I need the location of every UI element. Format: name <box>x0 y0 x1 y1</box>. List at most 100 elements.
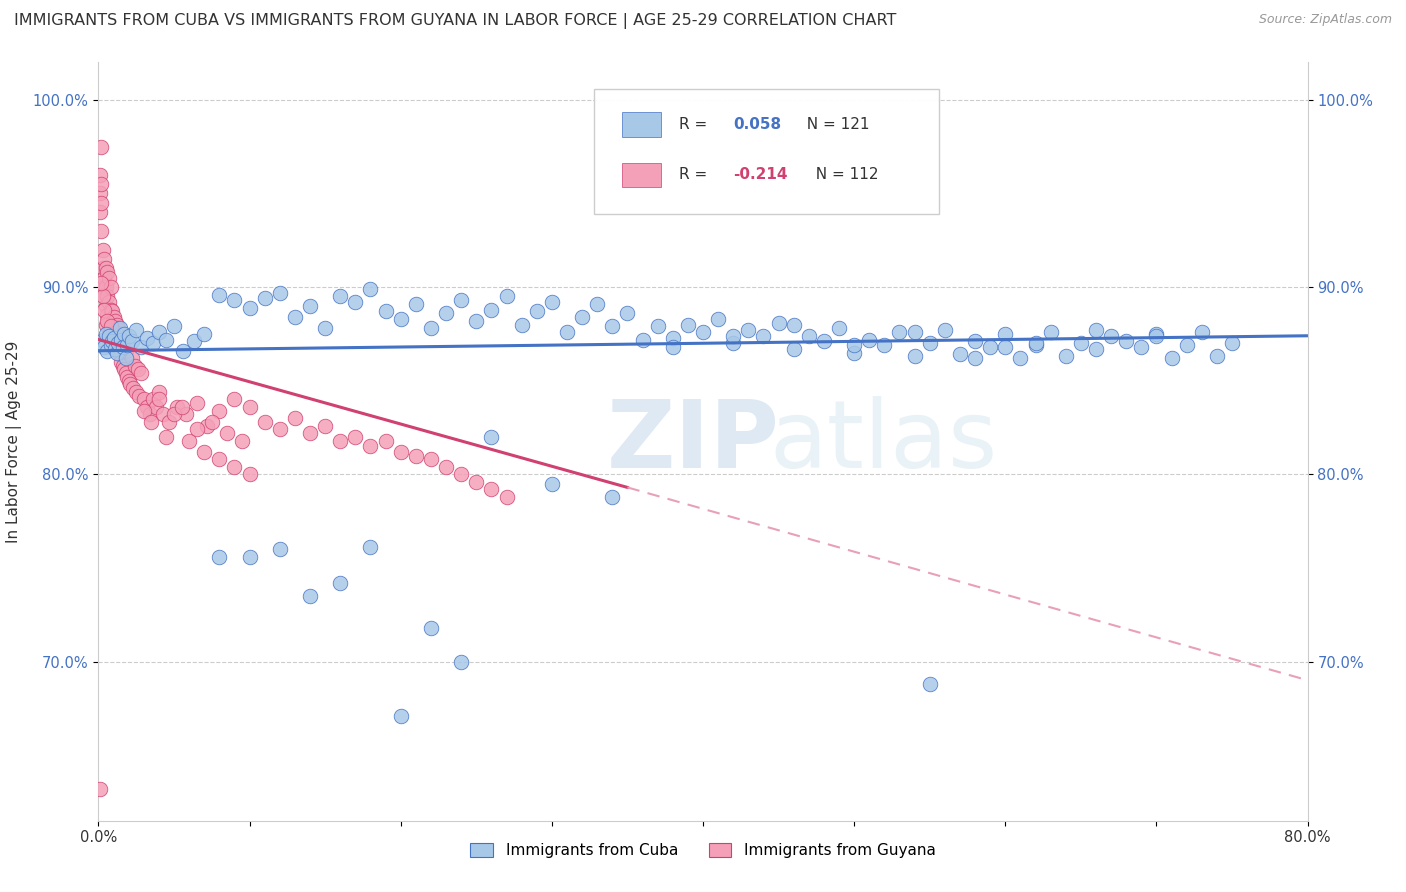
Point <box>98 318 121 332</box>
Point <box>195 418 218 433</box>
Point <box>208 549 231 564</box>
Point <box>224 392 246 407</box>
Point <box>96 265 118 279</box>
Point <box>965 351 987 366</box>
Point <box>98 270 121 285</box>
Point <box>125 323 148 337</box>
Point <box>374 434 396 448</box>
Point <box>98 295 121 310</box>
Point <box>389 312 412 326</box>
Point <box>155 430 177 444</box>
Point <box>314 418 336 433</box>
Point <box>420 452 443 467</box>
Text: -0.214: -0.214 <box>734 167 787 182</box>
Point <box>752 328 775 343</box>
Point <box>1024 338 1046 352</box>
Point <box>90 336 112 351</box>
Point <box>90 139 112 153</box>
Point <box>965 334 987 349</box>
Point <box>723 336 745 351</box>
Point <box>112 340 135 354</box>
Point <box>121 334 143 349</box>
Point <box>994 326 1017 341</box>
Point <box>299 426 322 441</box>
Point <box>844 345 866 359</box>
Point <box>768 316 790 330</box>
Point <box>465 314 488 328</box>
Point <box>844 338 866 352</box>
FancyBboxPatch shape <box>621 112 661 136</box>
Point <box>434 459 457 474</box>
Point <box>89 168 111 182</box>
Point <box>114 351 136 366</box>
Point <box>602 319 624 334</box>
Point <box>1160 351 1182 366</box>
Text: N = 121: N = 121 <box>797 117 870 132</box>
Point <box>100 338 122 352</box>
Point <box>360 541 382 555</box>
Point <box>344 430 367 444</box>
Point <box>108 347 131 361</box>
Point <box>949 347 972 361</box>
Point <box>98 328 121 343</box>
Point <box>114 343 136 358</box>
Point <box>420 621 443 635</box>
Point <box>141 415 163 429</box>
Point <box>183 334 205 349</box>
Point <box>152 408 174 422</box>
Point <box>224 293 246 308</box>
Point <box>172 343 194 358</box>
Point <box>979 340 1001 354</box>
Point <box>129 340 152 354</box>
Point <box>105 340 128 354</box>
Point <box>132 392 155 407</box>
Point <box>94 326 117 341</box>
Point <box>111 336 134 351</box>
Point <box>93 252 115 266</box>
Point <box>118 328 141 343</box>
Point <box>813 334 835 349</box>
Point <box>96 289 118 303</box>
Point <box>91 243 114 257</box>
Point <box>1024 336 1046 351</box>
Point <box>104 325 127 339</box>
Point <box>495 289 517 303</box>
Point <box>120 377 142 392</box>
Point <box>142 392 165 407</box>
Point <box>1175 338 1198 352</box>
Point <box>239 467 262 482</box>
Point <box>186 422 208 436</box>
Point <box>616 306 638 320</box>
Point <box>115 338 138 352</box>
Point <box>110 355 132 369</box>
Point <box>101 326 124 341</box>
Point <box>89 186 111 201</box>
Point <box>329 575 352 590</box>
Point <box>93 302 115 317</box>
Point <box>239 400 262 414</box>
Point <box>94 318 117 332</box>
Point <box>208 452 231 467</box>
Point <box>103 310 125 324</box>
Point <box>994 340 1017 354</box>
Point <box>1085 323 1108 337</box>
Point <box>100 280 122 294</box>
Point <box>125 384 148 399</box>
Point <box>284 310 307 324</box>
Point <box>121 351 143 366</box>
Point <box>128 389 150 403</box>
Point <box>934 323 956 337</box>
Point <box>540 476 562 491</box>
Point <box>797 328 820 343</box>
Point <box>1099 328 1122 343</box>
Point <box>201 415 224 429</box>
Point <box>918 677 941 691</box>
Point <box>108 321 131 335</box>
Point <box>135 331 157 345</box>
Point <box>360 439 382 453</box>
Point <box>107 333 129 347</box>
Point <box>91 280 114 294</box>
Point <box>105 318 128 332</box>
Point <box>526 304 548 318</box>
Point <box>540 295 562 310</box>
